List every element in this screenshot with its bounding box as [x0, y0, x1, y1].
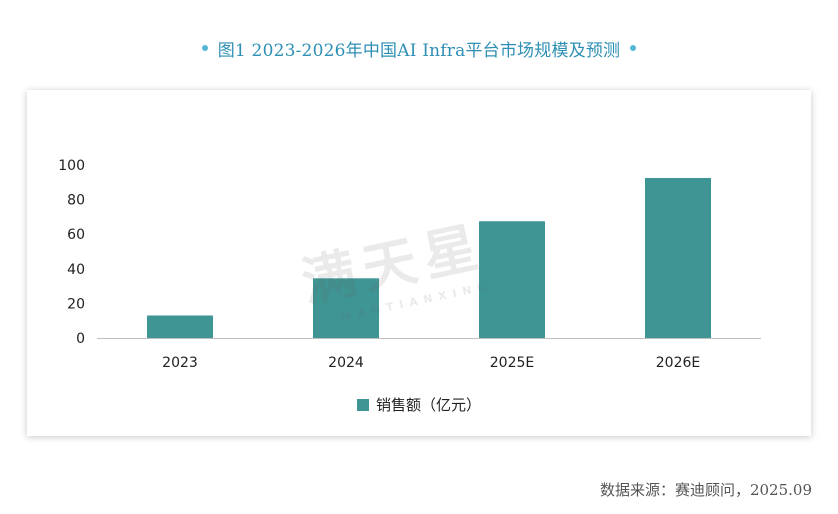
bar-chart: 0 20 40 60 80 100 2023 2024 2025E 2026E: [58, 158, 761, 371]
chart-legend: 销售额（亿元）: [27, 394, 811, 415]
bar-2025E: [479, 221, 545, 338]
chart-card: 0 20 40 60 80 100 2023 2024 2025E 2026E 满天星 MANTI…: [27, 90, 811, 436]
chart-title-row: 图1 2023-2026年中国AI Infra平台市场规模及预测: [0, 32, 838, 64]
y-tick-label: 100: [58, 158, 85, 174]
x-tick-label: 2026E: [656, 355, 700, 371]
chart-title: 图1 2023-2026年中国AI Infra平台市场规模及预测: [217, 40, 621, 61]
legend-swatch: [356, 398, 369, 411]
bar-2023: [147, 315, 213, 338]
y-tick-label: 40: [67, 262, 85, 278]
title-bullet-right-icon: [630, 45, 637, 51]
title-bullet-left-icon: [201, 45, 208, 51]
x-tick-label: 2023: [162, 355, 198, 371]
bar-2024: [313, 278, 379, 338]
y-tick-label: 0: [76, 331, 85, 347]
data-source-note: 数据来源：赛迪顾问，2025.09: [599, 481, 812, 499]
x-tick-label: 2024: [328, 355, 364, 371]
legend-label: 销售额（亿元）: [375, 396, 481, 414]
y-tick-label: 20: [67, 296, 85, 312]
y-tick-label: 60: [67, 227, 85, 243]
bar-2026E: [645, 177, 711, 338]
y-tick-label: 80: [67, 193, 85, 209]
x-tick-label: 2025E: [490, 355, 534, 371]
